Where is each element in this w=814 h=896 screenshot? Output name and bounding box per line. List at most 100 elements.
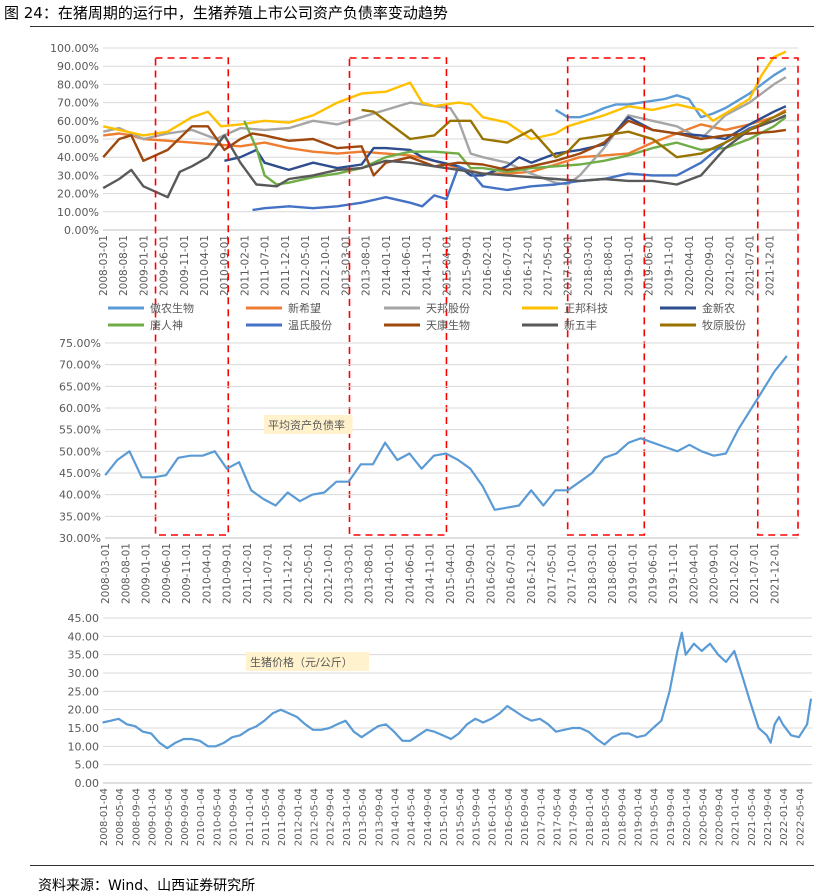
y-tick-label: 10.00 [68, 740, 100, 753]
x-tick-label: 2018-09-04 [617, 788, 628, 846]
legend-label: 正邦科技 [564, 301, 608, 315]
x-tick-label: 2020-01-04 [682, 788, 693, 846]
x-tick-label: 2017-09-04 [569, 788, 580, 846]
x-tick-label: 2012-10-01 [323, 543, 335, 604]
x-tick-label: 2021-02-01 [724, 235, 736, 296]
x-tick-label: 2012-05-01 [303, 543, 315, 604]
x-tick-label: 2015-01-04 [439, 788, 450, 846]
y-tick-label: 30.00 [68, 667, 100, 680]
x-tick-label: 2021-09-04 [763, 788, 774, 846]
x-tick-label: 2010-04-01 [199, 235, 211, 296]
source-note: 资料来源：Wind、山西证券研究所 [38, 878, 256, 894]
title-rule [30, 26, 814, 27]
x-tick-label: 2012-10-01 [320, 235, 332, 296]
x-tick-label: 2011-01-04 [245, 788, 256, 846]
chart-average-debt-ratio: 75.00% 70.00% 65.00% 60.00% 55.00% 50.00% 45.0… [59, 337, 798, 604]
y-tick-label: 40.00 [68, 630, 100, 643]
series-line-天康生物 [102, 119, 787, 177]
x-tick-label: 2022-01-04 [779, 788, 790, 846]
figure-title: 图 24：在猪周期的运行中，生猪养殖上市公司资产负债率变动趋势 [4, 4, 448, 22]
y-tick-label: 75.00% [59, 337, 101, 350]
y-tick-label: 70.00% [57, 97, 99, 110]
y-tick-label: 55.00% [59, 424, 101, 437]
y-tick-label: 100.00% [50, 42, 99, 55]
x-tick-label: 2020-09-01 [704, 235, 716, 296]
x-tick-label: 2014-06-01 [401, 235, 413, 296]
y-tick-label: 65.00% [59, 380, 101, 393]
series-line-牧原股份 [361, 108, 787, 159]
series-line-温氏股份 [252, 114, 787, 212]
x-tick-label: 2011-09-04 [277, 788, 288, 846]
x-tick-label: 2014-09-04 [423, 788, 434, 846]
annotation-label: 生猪价格（元/公斤） [250, 655, 353, 669]
x-tick-label: 2009-05-04 [164, 788, 175, 846]
x-tick-label: 2013-08-01 [361, 235, 373, 296]
x-tick-label: 2010-01-04 [196, 788, 207, 846]
x-tick-label: 2011-12-01 [283, 543, 295, 604]
x-tick-label: 2008-08-01 [120, 543, 132, 604]
x-tick-label: 2013-03-01 [340, 235, 352, 296]
x-tick-label: 2014-01-04 [391, 788, 402, 846]
x-tick-label: 2014-11-01 [421, 235, 433, 296]
x-tick-label: 2019-09-04 [666, 788, 677, 846]
y-tick-label: 10.00% [57, 206, 99, 219]
x-tick-label: 2011-02-01 [239, 235, 251, 296]
x-tick-label: 2015-04-01 [445, 543, 457, 604]
x-tick-label: 2010-09-04 [229, 788, 240, 846]
x-tick-label: 2018-01-04 [585, 788, 596, 846]
y-tick-label: 30.00% [57, 169, 99, 182]
y-tick-label: 35.00% [59, 510, 101, 523]
x-tick-label: 2012-09-04 [326, 788, 337, 846]
x-tick-label: 2012-01-04 [293, 788, 304, 846]
y-tick-label: 5.00 [75, 759, 100, 772]
y-tick-label: 25.00 [68, 685, 100, 698]
legend-label: 新希望 [288, 301, 321, 315]
y-tick-label: 60.00% [59, 402, 101, 415]
x-tick-label: 2016-05-04 [504, 788, 515, 846]
chart-hog-price: 45.00 40.00 35.00 30.00 25.00 20.00 15.00 10.00… [68, 612, 813, 846]
x-tick-label: 2018-03-01 [583, 235, 595, 296]
x-tick-label: 2014-01-01 [381, 235, 393, 296]
x-tick-label: 2011-12-01 [280, 235, 292, 296]
x-tick-label: 2019-01-01 [627, 543, 639, 604]
x-tick-label: 2009-01-04 [148, 788, 159, 846]
x-tick-label: 2013-03-01 [343, 543, 355, 604]
legend-label: 天邦股份 [426, 302, 470, 315]
x-tick-label: 2015-09-01 [465, 543, 477, 604]
x-tick-label: 2016-07-01 [506, 543, 518, 604]
y-tick-label: 20.00% [57, 188, 99, 201]
x-tick-label: 2008-01-04 [99, 788, 110, 846]
series-line-生猪价格（元/公斤） [102, 631, 813, 750]
source-rule [30, 865, 814, 866]
x-tick-label: 2009-06-01 [161, 543, 173, 604]
x-tick-label: 2010-09-01 [222, 543, 234, 604]
y-tick-label: 20.00 [68, 704, 100, 717]
x-tick-label: 2017-05-01 [546, 543, 558, 604]
legend-label: 牧原股份 [702, 318, 746, 332]
x-tick-label: 2016-02-01 [482, 235, 494, 296]
x-tick-label: 2015-05-04 [455, 788, 466, 846]
x-tick-label: 2019-06-01 [648, 543, 660, 604]
x-tick-label: 2021-05-04 [747, 788, 758, 846]
series-line-平均资产负债率 [104, 355, 788, 511]
x-tick-label: 2015-09-01 [462, 235, 474, 296]
x-tick-label: 2019-05-04 [650, 788, 661, 846]
x-tick-label: 2019-06-01 [643, 235, 655, 296]
x-tick-label: 2020-04-01 [688, 543, 700, 604]
annotation-label: 平均资产负债率 [268, 418, 345, 432]
x-tick-label: 2017-10-01 [567, 543, 579, 604]
x-tick-label: 2021-02-01 [729, 543, 741, 604]
y-tick-label: 60.00% [57, 115, 99, 128]
y-tick-label: 30.00% [59, 532, 101, 545]
y-tick-label: 45.00 [68, 612, 100, 625]
y-tick-label: 40.00% [59, 489, 101, 502]
x-tick-label: 2014-01-01 [384, 543, 396, 604]
series-line-正邦科技 [102, 50, 787, 141]
highlight-box [566, 57, 646, 536]
x-tick-label: 2019-01-01 [623, 235, 635, 296]
x-tick-label: 2014-11-01 [425, 543, 437, 604]
x-tick-label: 2010-09-01 [219, 235, 231, 296]
x-tick-label: 2019-11-01 [668, 543, 680, 604]
x-tick-label: 2011-05-04 [261, 788, 272, 846]
y-tick-label: 45.00% [59, 467, 101, 480]
